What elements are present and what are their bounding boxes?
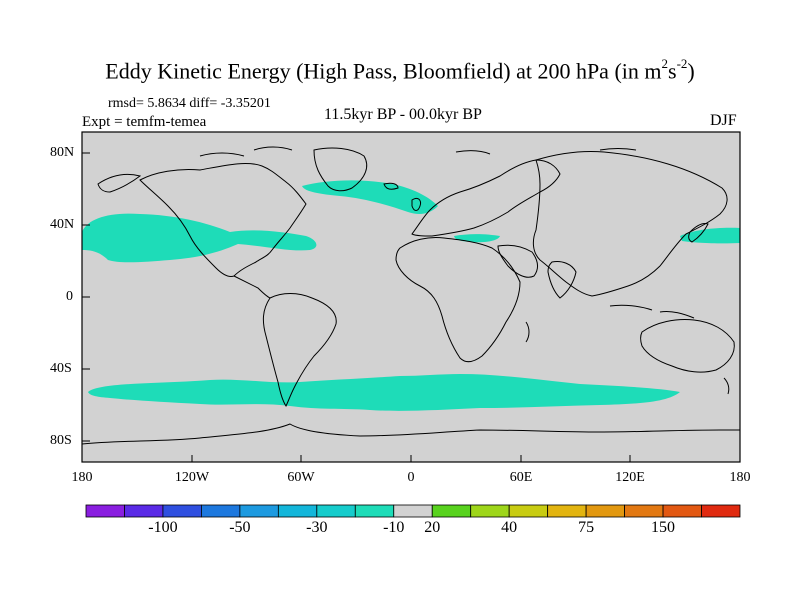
anomaly-regions bbox=[82, 180, 740, 411]
colorbar-swatch bbox=[201, 504, 241, 518]
coast-europe bbox=[411, 159, 561, 237]
colorbar-label: -30 bbox=[306, 519, 328, 536]
coast-south-america bbox=[262, 293, 337, 407]
lat-label-0: 0 bbox=[66, 289, 73, 304]
colorbar-label: -100 bbox=[148, 519, 178, 536]
colorbar-label: 150 bbox=[651, 519, 676, 536]
lon-label-0: 0 bbox=[407, 470, 415, 485]
title-close: ) bbox=[687, 58, 695, 84]
colorbar-swatch bbox=[662, 504, 702, 518]
lon-label-180w: 180 bbox=[71, 470, 93, 485]
coast-antarctica bbox=[81, 423, 740, 445]
colorbar-swatch bbox=[470, 504, 510, 518]
colorbar-label: 20 bbox=[424, 519, 441, 536]
coast-new-zealand bbox=[723, 377, 730, 395]
experiment-label: Expt = temfm-temea bbox=[82, 114, 207, 130]
lon-label-60e: 60E bbox=[509, 470, 533, 485]
lat-label-80s: 80S bbox=[50, 433, 72, 448]
stats-text: rmsd= 5.8634 diff= -3.35201 bbox=[108, 96, 271, 111]
coast-indonesia bbox=[609, 304, 695, 319]
colorbar-label: -50 bbox=[229, 519, 251, 536]
lat-label-40s: 40S bbox=[50, 361, 72, 376]
coast-alaska bbox=[97, 173, 142, 193]
coast-australia bbox=[640, 319, 735, 373]
colorbar-swatch bbox=[162, 504, 202, 518]
lon-label-120w: 120W bbox=[174, 470, 210, 485]
colorbar-swatch bbox=[316, 504, 356, 518]
colorbar-swatch bbox=[701, 504, 741, 518]
axis-ticks bbox=[81, 152, 741, 462]
map-title: Eddy Kinetic Energy (High Pass, Bloomfie… bbox=[0, 56, 800, 84]
coast-north-america bbox=[139, 162, 307, 277]
colorbar-swatch bbox=[431, 504, 472, 518]
colorbar-swatch bbox=[585, 504, 625, 518]
map-background bbox=[82, 132, 740, 462]
lon-label-60w: 60W bbox=[287, 470, 315, 485]
coast-madagascar bbox=[525, 321, 530, 343]
colorbar-label: 40 bbox=[501, 519, 518, 536]
anomaly-north-atlantic bbox=[302, 180, 438, 214]
season-label: DJF bbox=[710, 112, 737, 129]
lat-label-40n: 40N bbox=[50, 217, 75, 232]
lat-label-80n: 80N bbox=[50, 145, 75, 160]
coast-india bbox=[547, 261, 577, 299]
colorbar-label: -10 bbox=[383, 519, 405, 536]
coast-arabia bbox=[497, 244, 539, 278]
colorbar-swatch bbox=[85, 504, 125, 518]
coast-uk bbox=[411, 197, 421, 211]
colorbar-swatch bbox=[624, 504, 664, 518]
colorbar-label: 75 bbox=[578, 519, 595, 536]
colorbar-swatch bbox=[124, 504, 164, 518]
lon-label-120e: 120E bbox=[615, 470, 645, 485]
coast-arctic-islands bbox=[199, 146, 637, 157]
coastlines bbox=[81, 146, 740, 445]
coast-japan bbox=[688, 223, 709, 243]
colorbar-swatch bbox=[547, 504, 587, 518]
title-mid: s bbox=[668, 58, 677, 84]
coast-central-america bbox=[233, 275, 271, 299]
anomaly-north-pacific bbox=[82, 213, 317, 263]
title-sup-2: -2 bbox=[676, 56, 688, 71]
period-label: 11.5kyr BP - 00.0kyr BP bbox=[324, 106, 482, 123]
coast-iceland bbox=[383, 182, 399, 190]
title-main: Eddy Kinetic Energy (High Pass, Bloomfie… bbox=[105, 58, 662, 84]
colorbar-swatch bbox=[239, 504, 279, 518]
anomaly-mediterranean bbox=[454, 234, 500, 243]
colorbar-swatch bbox=[508, 504, 549, 518]
colorbar-swatch bbox=[354, 504, 395, 518]
coast-greenland bbox=[313, 147, 368, 192]
colorbar-swatch bbox=[277, 504, 318, 518]
colorbar-swatch bbox=[393, 504, 433, 518]
coast-africa bbox=[395, 237, 521, 363]
lon-label-180e: 180 bbox=[729, 470, 751, 485]
anomaly-southern-ocean bbox=[88, 374, 680, 411]
title-sup-1: 2 bbox=[661, 56, 669, 71]
colorbar bbox=[85, 504, 741, 518]
coast-asia bbox=[532, 151, 728, 297]
